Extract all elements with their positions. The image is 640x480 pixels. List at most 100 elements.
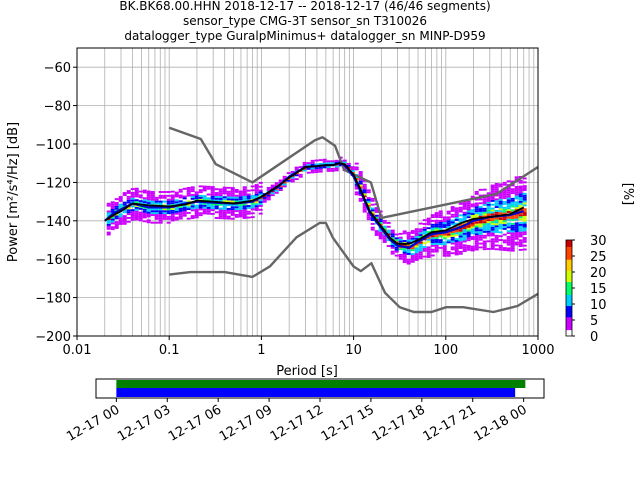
heatmap-cell	[510, 180, 515, 183]
heatmap-cell	[502, 210, 507, 213]
colorbar-segment	[566, 265, 572, 268]
heatmap-cell	[378, 233, 383, 236]
heatmap-cell	[210, 212, 215, 215]
heatmap-cell	[278, 185, 283, 188]
heatmap-cell	[230, 190, 235, 193]
heatmap-cell	[442, 233, 447, 236]
heatmap-cell	[382, 237, 387, 240]
heatmap-cell	[206, 187, 211, 190]
heatmap-cell	[258, 203, 263, 205]
heatmap-cell	[418, 255, 423, 258]
heatmap-cell	[318, 159, 323, 162]
heatmap-cell	[510, 224, 515, 227]
heatmap-cell	[462, 217, 467, 220]
heatmap-cell	[158, 194, 163, 197]
colorbar-segment	[566, 302, 572, 305]
heatmap-cell	[482, 200, 487, 203]
heatmap-cell	[522, 231, 527, 234]
heatmap-cell	[458, 252, 463, 255]
heatmap-cell	[522, 196, 527, 199]
heatmap-cell	[402, 249, 407, 252]
heatmap-cell	[506, 216, 511, 219]
heatmap-cell	[446, 239, 451, 242]
heatmap-cell	[390, 229, 395, 232]
heatmap-cell	[450, 221, 455, 224]
heatmap-cell	[474, 198, 479, 201]
heatmap-cell	[374, 209, 379, 211]
heatmap-cell	[506, 193, 511, 196]
heatmap-cell	[194, 191, 199, 194]
heatmap-cell	[498, 239, 503, 241]
heatmap-cell	[478, 233, 483, 235]
heatmap-cell	[454, 230, 459, 233]
heatmap-cell	[450, 209, 455, 212]
heatmap-cell	[182, 197, 187, 200]
heatmap-cell	[522, 215, 527, 218]
heatmap-cell	[502, 216, 507, 219]
heatmap-cell	[390, 252, 395, 255]
heatmap-cell	[450, 240, 455, 243]
heatmap-cell	[506, 222, 511, 225]
colorbar-segment	[566, 313, 572, 316]
colorbar-segment	[566, 272, 572, 275]
heatmap-cell	[358, 197, 363, 200]
heatmap-cell	[162, 217, 167, 220]
heatmap-cell	[510, 226, 515, 229]
heatmap-cell	[390, 235, 395, 238]
heatmap-cell	[382, 227, 387, 230]
heatmap-cell	[486, 196, 491, 199]
heatmap-cell	[442, 218, 447, 221]
heatmap-cell	[218, 209, 223, 212]
heatmap-cell	[506, 191, 511, 194]
colorbar-segment	[566, 312, 572, 315]
heatmap-cell	[522, 198, 527, 201]
heatmap-cell	[186, 190, 191, 193]
heatmap-cell	[266, 196, 271, 199]
heatmap-cell	[518, 227, 523, 230]
heatmap-cell	[226, 198, 231, 201]
heatmap-cell	[406, 258, 411, 261]
heatmap-cell	[434, 214, 439, 216]
heatmap-cell	[474, 208, 479, 211]
heatmap-cell	[502, 239, 507, 242]
heatmap-cell	[430, 254, 435, 257]
heatmap-cell	[210, 186, 215, 189]
heatmap-cell	[466, 229, 471, 232]
heatmap-cell	[202, 208, 207, 211]
heatmap-cell	[430, 225, 435, 228]
heatmap-cell	[370, 203, 375, 206]
heatmap-cell	[114, 221, 119, 224]
heatmap-cell	[330, 169, 335, 172]
heatmap-cell	[434, 242, 439, 245]
heatmap-cell	[374, 207, 379, 210]
heatmap-cell	[182, 205, 187, 208]
heatmap-cell	[518, 235, 523, 238]
heatmap-cell	[406, 262, 411, 265]
colorbar-segment	[566, 289, 572, 292]
heatmap-cell	[418, 241, 423, 244]
heatmap-cell	[154, 214, 159, 216]
heatmap-cell	[318, 166, 323, 169]
heatmap-cell	[194, 208, 199, 211]
heatmap-cell	[430, 244, 435, 247]
x-tick-label: 10	[345, 343, 362, 358]
heatmap-cell	[346, 164, 351, 167]
heatmap-cell	[434, 219, 439, 222]
heatmap-cell	[486, 192, 491, 195]
heatmap-cell	[466, 216, 471, 219]
heatmap-cell	[518, 243, 523, 246]
heatmap-cell	[146, 219, 151, 222]
heatmap-cell	[182, 214, 187, 217]
heatmap-cell	[310, 159, 315, 162]
heatmap-cell	[362, 191, 367, 194]
heatmap-cell	[110, 218, 115, 221]
heatmap-cell	[254, 207, 259, 210]
heatmap-cell	[446, 212, 451, 215]
heatmap-cell	[226, 192, 231, 195]
colorbar-segment	[566, 316, 572, 319]
heatmap-cell	[418, 257, 423, 260]
heatmap-cell	[226, 196, 231, 199]
heatmap-cell	[414, 255, 419, 258]
heatmap-cell	[494, 194, 499, 197]
heatmap-cell	[146, 215, 151, 218]
